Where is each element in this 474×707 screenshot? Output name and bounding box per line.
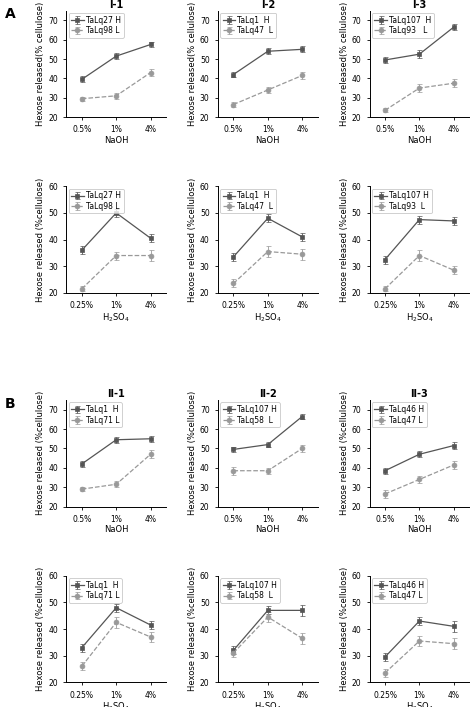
Y-axis label: Hexose released (%cellulose): Hexose released (%cellulose) xyxy=(340,567,349,691)
X-axis label: H$_2$SO$_4$: H$_2$SO$_4$ xyxy=(254,312,282,324)
Legend: TaLq107 H, TaLq58  L: TaLq107 H, TaLq58 L xyxy=(220,578,280,603)
Y-axis label: Hexose released(% cellulose): Hexose released(% cellulose) xyxy=(340,1,349,126)
Text: B: B xyxy=(5,397,15,411)
X-axis label: H$_2$SO$_4$: H$_2$SO$_4$ xyxy=(102,701,130,707)
Title: I-3: I-3 xyxy=(412,0,427,10)
X-axis label: NaOH: NaOH xyxy=(255,136,280,145)
X-axis label: NaOH: NaOH xyxy=(407,525,432,534)
Legend: TaLq46 H, TaLq47 L: TaLq46 H, TaLq47 L xyxy=(372,578,427,603)
Legend: TaLq27 H, TaLq98 L: TaLq27 H, TaLq98 L xyxy=(69,13,124,37)
Y-axis label: Hexose released (%cellulose): Hexose released (%cellulose) xyxy=(188,177,197,302)
X-axis label: H$_2$SO$_4$: H$_2$SO$_4$ xyxy=(254,701,282,707)
X-axis label: NaOH: NaOH xyxy=(104,525,128,534)
Legend: TaLq1  H, TaLq47  L: TaLq1 H, TaLq47 L xyxy=(220,189,276,214)
Title: II-2: II-2 xyxy=(259,390,277,399)
Legend: TaLq107 H, TaLq93  L: TaLq107 H, TaLq93 L xyxy=(372,189,431,214)
Title: II-3: II-3 xyxy=(410,390,428,399)
Y-axis label: Hexose released (%cellulose): Hexose released (%cellulose) xyxy=(340,177,349,302)
Y-axis label: Hexose released (%cellulose): Hexose released (%cellulose) xyxy=(36,177,46,302)
Y-axis label: Hexose released (%cellulose): Hexose released (%cellulose) xyxy=(188,391,197,515)
Legend: TaLq46 H, TaLq47 L: TaLq46 H, TaLq47 L xyxy=(372,402,427,427)
Title: I-1: I-1 xyxy=(109,0,123,10)
Legend: TaLq1  H, TaLq71 L: TaLq1 H, TaLq71 L xyxy=(69,578,122,603)
X-axis label: H$_2$SO$_4$: H$_2$SO$_4$ xyxy=(102,312,130,324)
Y-axis label: Hexose released (%cellulose): Hexose released (%cellulose) xyxy=(188,567,197,691)
X-axis label: H$_2$SO$_4$: H$_2$SO$_4$ xyxy=(405,312,433,324)
X-axis label: NaOH: NaOH xyxy=(407,136,432,145)
Y-axis label: Hexose released(% cellulose): Hexose released(% cellulose) xyxy=(188,1,197,126)
Y-axis label: Hexose released (%cellulose): Hexose released (%cellulose) xyxy=(36,567,46,691)
Text: A: A xyxy=(5,7,16,21)
X-axis label: NaOH: NaOH xyxy=(104,136,128,145)
Legend: TaLq1  H, TaLq71 L: TaLq1 H, TaLq71 L xyxy=(69,402,122,427)
Y-axis label: Hexose released(% cellulose): Hexose released(% cellulose) xyxy=(36,1,46,126)
Title: I-2: I-2 xyxy=(261,0,275,10)
X-axis label: NaOH: NaOH xyxy=(255,525,280,534)
Title: II-1: II-1 xyxy=(107,390,125,399)
Legend: TaLq1  H, TaLq47  L: TaLq1 H, TaLq47 L xyxy=(220,13,276,37)
Legend: TaLq27 H, TaLq98 L: TaLq27 H, TaLq98 L xyxy=(69,189,124,214)
Y-axis label: Hexose released (%cellulose): Hexose released (%cellulose) xyxy=(36,391,46,515)
X-axis label: H$_2$SO$_4$: H$_2$SO$_4$ xyxy=(405,701,433,707)
Legend: TaLq107  H, TaLq93   L: TaLq107 H, TaLq93 L xyxy=(372,13,434,37)
Y-axis label: Hexose released (%cellulose): Hexose released (%cellulose) xyxy=(340,391,349,515)
Legend: TaLq107 H, TaLq58  L: TaLq107 H, TaLq58 L xyxy=(220,402,280,427)
